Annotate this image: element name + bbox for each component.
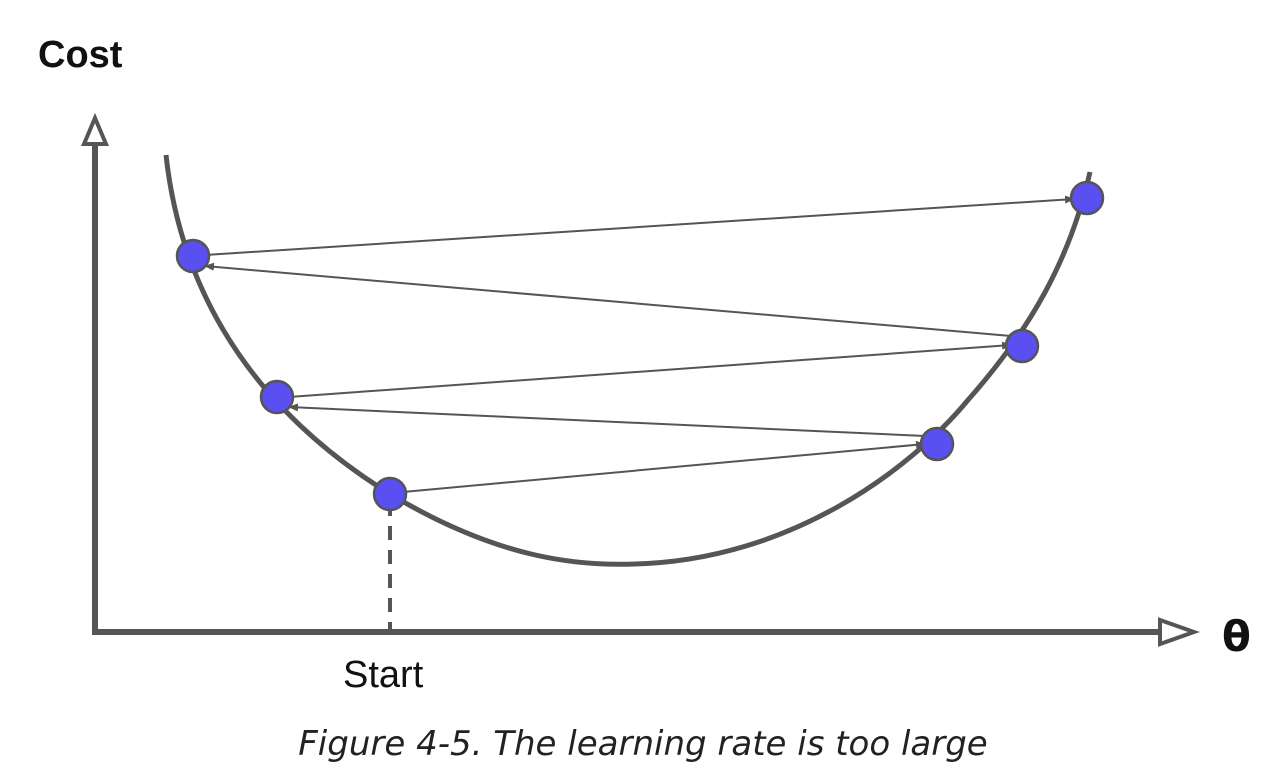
x-axis-arrowhead <box>1158 617 1201 647</box>
step-arrow-3 <box>288 341 1012 398</box>
step-point-4 <box>175 238 211 274</box>
start-label: Start <box>343 654 424 696</box>
step-point-1 <box>919 426 955 462</box>
step-arrow-2 <box>288 403 926 437</box>
step-arrow-4 <box>204 262 1012 337</box>
cost-curve <box>163 154 1093 567</box>
y-axis-arrowhead <box>80 112 110 146</box>
step-point-2 <box>259 379 295 415</box>
step-point-3 <box>1004 328 1040 364</box>
step-point-5 <box>1069 180 1105 216</box>
y-axis-label: Cost <box>38 34 123 76</box>
x-axis-label: θ <box>1222 612 1251 661</box>
step-arrow-1 <box>402 440 926 493</box>
figure-caption: Figure 4-5. The learning rate is too lar… <box>298 724 987 764</box>
step-arrow-5 <box>204 195 1075 256</box>
step-point-start <box>372 476 408 512</box>
